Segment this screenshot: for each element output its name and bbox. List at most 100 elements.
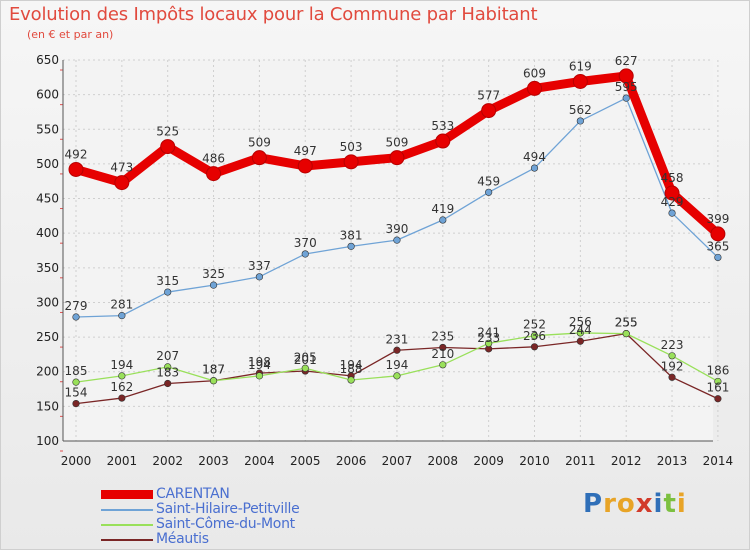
point-saint-come-du-mont-2001 [118,372,126,380]
point-carentan-2000 [68,161,84,177]
point-saint-come-du-mont-2012 [622,330,630,338]
data-label-carentan-2008: 533 [431,119,454,133]
y-tick-label-450: 450 [36,192,59,206]
y-tick-label-650: 650 [36,53,59,67]
data-label-carentan-2000: 492 [65,147,88,161]
y-tick-label-550: 550 [36,122,59,136]
data-label-meautis-2007: 231 [385,332,408,346]
data-label-saint-hilaire-petitville-2011: 562 [569,103,592,117]
data-label-meautis-2011: 244 [569,323,592,337]
data-label-carentan-2001: 473 [110,161,133,175]
data-label-saint-come-du-mont-2011: 256 [569,315,592,329]
point-saint-hilaire-petitville-2005 [301,250,309,258]
point-carentan-2001 [114,175,130,191]
axes: 100 150 200 250 300 350 400 450 500 550 600 650 2000… [36,53,733,468]
point-saint-hilaire-petitville-2003 [209,281,218,289]
point-saint-come-du-mont-2014 [714,377,722,386]
point-saint-hilaire-petitville-2000 [72,313,80,321]
data-label-saint-come-du-mont-2002: 207 [156,349,179,363]
data-label-saint-hilaire-petitville-2013: 429 [661,195,684,209]
x-tick-label-2009: 2009 [473,454,504,468]
point-saint-hilaire-petitville-2008 [439,216,447,224]
point-saint-come-du-mont-2003 [209,377,218,385]
x-tick-label-2012: 2012 [611,454,642,468]
x-tick-label-2011: 2011 [565,454,596,468]
x-tick-label-2001: 2001 [107,454,138,468]
data-label-meautis-2008: 235 [431,329,454,343]
point-saint-hilaire-petitville-2009 [485,188,493,196]
data-label-saint-come-du-mont-2005: 205 [294,350,317,364]
point-saint-come-du-mont-2009 [485,339,493,347]
data-label-meautis-2013: 192 [661,359,684,373]
data-label-saint-hilaire-petitville-2000: 279 [65,299,88,313]
point-carentan-2009 [481,103,497,119]
data-labels: 154 162 183 187 198 201 194 231 235 233 236 244 255 1… [65,54,730,400]
logo-letter: r [603,489,617,519]
legend-swatch-meautis [101,539,153,541]
data-label-carentan-2013: 458 [661,171,684,185]
data-label-meautis-2006: 194 [340,358,363,372]
data-label-saint-hilaire-petitville-2006: 381 [340,228,363,242]
legend-label-carentan: CARENTAN [156,486,230,502]
point-saint-hilaire-petitville-2004 [255,273,263,281]
series-lines [68,68,726,408]
point-carentan-2003 [206,166,222,182]
data-label-meautis-2003: 187 [202,363,225,377]
y-tick-label-300: 300 [36,295,59,309]
y-tick-label-250: 250 [36,330,59,344]
legend-label-meautis: Méautis [156,531,209,547]
y-tick-label-500: 500 [36,157,59,171]
data-label-saint-hilaire-petitville-2007: 390 [385,222,408,236]
logo-letter: P [583,489,604,519]
data-label-saint-hilaire-petitville-2009: 459 [477,174,500,188]
point-meautis-2014 [714,395,722,403]
data-label-saint-hilaire-petitville-2001: 281 [110,298,133,312]
logo-letter: o [616,489,636,519]
point-meautis-2001 [118,394,126,402]
data-label-meautis-2002: 183 [156,366,179,380]
point-meautis-2008 [439,343,447,352]
point-saint-come-du-mont-2005 [301,364,309,372]
point-carentan-2004 [251,150,267,166]
point-carentan-2005 [297,158,313,174]
data-label-saint-hilaire-petitville-2002: 315 [156,274,179,288]
data-label-carentan-2006: 503 [340,140,363,154]
point-carentan-2008 [435,133,451,149]
legend-label-saint-come-du-mont: Saint-Côme-du-Mont [156,516,295,532]
point-meautis-2002 [164,379,172,388]
data-label-saint-come-du-mont-2007: 194 [385,358,408,372]
data-label-carentan-2007: 509 [385,136,408,150]
point-saint-hilaire-petitville-2013 [668,209,676,217]
data-label-carentan-2004: 509 [248,136,271,150]
data-label-meautis-2001: 162 [110,380,133,394]
x-tick-label-2008: 2008 [428,454,459,468]
data-label-saint-hilaire-petitville-2003: 325 [202,267,225,281]
data-label-meautis-2014: 161 [706,381,729,395]
data-label-carentan-2011: 619 [569,59,592,73]
x-tick-label-2013: 2013 [657,454,688,468]
point-meautis-2011 [576,337,584,345]
point-saint-come-du-mont-2002 [164,363,172,371]
x-tick-label-2005: 2005 [290,454,321,468]
point-saint-come-du-mont-2000 [72,378,80,386]
point-saint-come-du-mont-2007 [393,372,401,380]
proxiti-logo: Proxiti [583,489,687,519]
legend-swatch-saint-come-du-mont [101,524,153,526]
point-saint-come-du-mont-2010 [530,332,539,340]
point-meautis-2000 [72,399,80,408]
data-label-saint-hilaire-petitville-2012: 595 [615,80,638,94]
point-saint-come-du-mont-2006 [347,376,355,384]
point-saint-come-du-mont-2004 [255,372,263,380]
data-label-saint-come-du-mont-2003: 187 [202,363,225,377]
chart-subtitle: (en € et par an) [27,28,114,41]
data-label-meautis-2009: 233 [477,331,500,345]
point-saint-hilaire-petitville-2001 [118,312,126,320]
point-saint-hilaire-petitville-2002 [164,288,172,296]
legend-swatch-carentan [101,490,153,499]
data-label-saint-come-du-mont-2001: 194 [110,358,133,372]
y-tick-label-600: 600 [36,88,59,102]
point-saint-hilaire-petitville-2007 [393,236,401,244]
x-tick-label-2014: 2014 [703,454,734,468]
point-carentan-2007 [389,150,405,166]
